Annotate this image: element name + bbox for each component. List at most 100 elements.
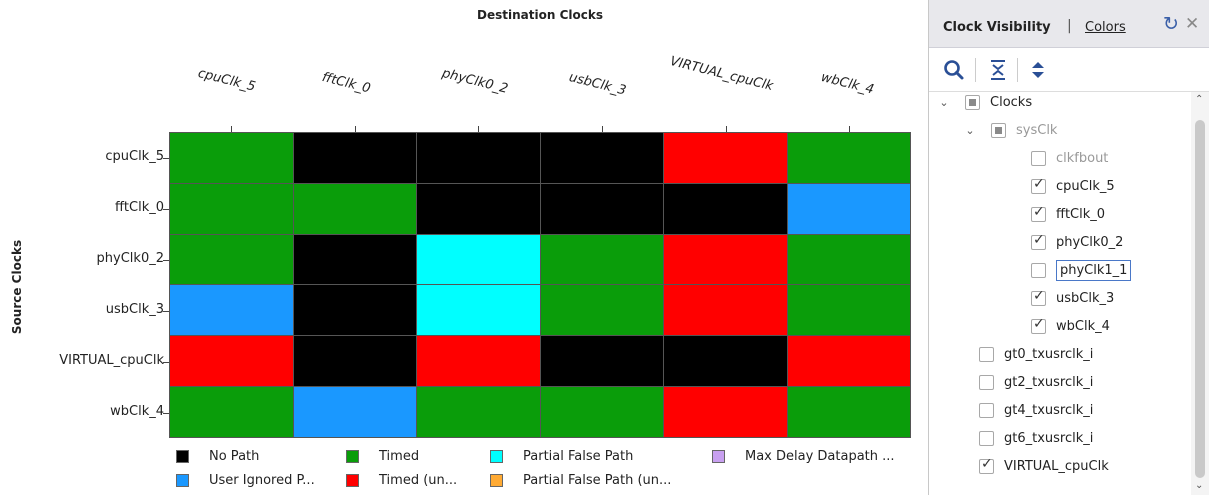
tree-item-label: cpuClk_5	[1056, 178, 1115, 194]
tree-item[interactable]: gt0_txusrclk_i	[963, 342, 1093, 366]
tree-item-label: gt2_txusrclk_i	[1004, 374, 1094, 390]
expand-toggle-icon[interactable]: ⌄	[965, 123, 975, 137]
matrix-cell-timed_unsafe[interactable]	[664, 387, 787, 437]
legend-swatch	[712, 450, 725, 463]
visibility-checkbox[interactable]	[1031, 288, 1046, 306]
legend-item-partial_false: Partial False Path	[490, 449, 633, 464]
matrix-cell-timed[interactable]	[540, 234, 663, 285]
matrix-cell-nopath[interactable]	[540, 336, 663, 387]
matrix-cell-nopath[interactable]	[540, 183, 663, 234]
scroll-up-icon[interactable]: ⌃	[1195, 94, 1204, 105]
tree-item[interactable]: gt4_txusrclk_i	[963, 398, 1093, 422]
tree-item[interactable]: ⌄ Clocks	[937, 92, 1032, 114]
tree-item[interactable]: VIRTUAL_cpuClk	[963, 454, 1109, 478]
legend-label: Max Delay Datapath ...	[745, 449, 895, 464]
matrix-cell-timed_unsafe[interactable]	[170, 336, 293, 387]
visibility-checkbox[interactable]	[965, 94, 980, 110]
visibility-checkbox[interactable]	[991, 122, 1006, 138]
visibility-checkbox[interactable]	[979, 374, 994, 390]
matrix-cell-nopath[interactable]	[540, 133, 663, 183]
tree-item[interactable]: usbClk_3	[985, 286, 1114, 310]
legend-swatch	[176, 474, 189, 487]
matrix-cell-timed[interactable]	[787, 133, 910, 183]
matrix-cell-timed[interactable]	[787, 387, 910, 437]
matrix-cell-timed[interactable]	[170, 234, 293, 285]
matrix-cell-timed_unsafe[interactable]	[664, 285, 787, 336]
matrix-cell-timed[interactable]	[417, 387, 540, 437]
visibility-checkbox[interactable]	[1031, 204, 1046, 222]
matrix-cell-nopath[interactable]	[293, 234, 416, 285]
tab-colors[interactable]: Colors	[1085, 20, 1126, 35]
matrix-cell-user_ignored[interactable]	[293, 387, 416, 437]
matrix-cell-nopath[interactable]	[293, 133, 416, 183]
panel-toolbar	[929, 48, 1209, 92]
search-icon[interactable]	[941, 57, 967, 83]
collapse-all-icon[interactable]	[985, 57, 1011, 83]
visibility-checkbox[interactable]	[979, 346, 994, 362]
matrix-cell-timed[interactable]	[170, 183, 293, 234]
row-label: wbClk_4	[110, 403, 164, 419]
matrix-cell-timed[interactable]	[540, 387, 663, 437]
tree-item[interactable]: cpuClk_5	[985, 174, 1115, 198]
tree-scrollbar[interactable]: ⌃ ⌄	[1191, 92, 1209, 495]
matrix-cell-timed[interactable]	[787, 285, 910, 336]
matrix-cell-timed[interactable]	[293, 183, 416, 234]
visibility-checkbox[interactable]	[1031, 316, 1046, 334]
tree-item[interactable]: fftClk_0	[985, 202, 1105, 226]
matrix-cell-partial_false[interactable]	[417, 234, 540, 285]
matrix-cell-timed[interactable]	[170, 387, 293, 437]
matrix-cell-nopath[interactable]	[664, 183, 787, 234]
tree-item[interactable]: phyClk1_1	[985, 258, 1132, 282]
matrix-cell-timed_unsafe[interactable]	[664, 133, 787, 183]
matrix-grid[interactable]	[169, 132, 911, 438]
row-tick	[163, 310, 169, 312]
visibility-checkbox[interactable]	[1031, 176, 1046, 194]
visibility-checkbox[interactable]	[979, 402, 994, 418]
close-icon[interactable]: ✕	[1185, 14, 1200, 34]
tree-item-label: Clocks	[990, 94, 1033, 110]
legend-item-partial_false_unsafe: Partial False Path (un...	[490, 473, 671, 488]
matrix-cell-timed[interactable]	[170, 133, 293, 183]
matrix-cell-nopath[interactable]	[293, 285, 416, 336]
tab-clock-visibility[interactable]: Clock Visibility	[943, 20, 1051, 35]
tree-item[interactable]: gt2_txusrclk_i	[963, 370, 1093, 394]
legend-item-nopath: No Path	[176, 449, 259, 464]
visibility-checkbox[interactable]	[1031, 150, 1046, 166]
visibility-checkbox[interactable]	[1031, 232, 1046, 250]
tree-item[interactable]: phyClk0_2	[985, 230, 1123, 254]
column-tick	[725, 126, 727, 132]
matrix-cell-nopath[interactable]	[417, 133, 540, 183]
refresh-icon[interactable]: ↻	[1163, 13, 1179, 35]
matrix-cell-nopath[interactable]	[417, 183, 540, 234]
expand-toggle-icon[interactable]: ⌄	[939, 95, 949, 109]
tree-item-label: phyClk0_2	[1056, 234, 1124, 250]
legend-label: Partial False Path	[523, 449, 634, 464]
matrix-cell-user_ignored[interactable]	[170, 285, 293, 336]
matrix-cell-nopath[interactable]	[664, 336, 787, 387]
row-tick	[163, 412, 169, 414]
matrix-cell-timed_unsafe[interactable]	[787, 336, 910, 387]
row-label: cpuClk_5	[105, 148, 164, 164]
matrix-cell-nopath[interactable]	[293, 336, 416, 387]
matrix-cell-timed_unsafe[interactable]	[664, 234, 787, 285]
legend-swatch	[490, 450, 503, 463]
legend-label: Timed	[379, 449, 420, 464]
clock-interaction-matrix: Destination Clocks Source Clocks cpuClk_…	[10, 8, 911, 488]
visibility-checkbox[interactable]	[979, 430, 994, 446]
scroll-down-icon[interactable]: ⌄	[1195, 480, 1204, 491]
tree-item[interactable]: wbClk_4	[985, 314, 1110, 338]
tree-item[interactable]: ⌄ sysClk	[963, 118, 1057, 142]
matrix-cell-timed[interactable]	[540, 285, 663, 336]
legend-item-timed_unsafe: Timed (un...	[346, 473, 457, 488]
scroll-thumb[interactable]	[1195, 120, 1205, 478]
matrix-cell-partial_false[interactable]	[417, 285, 540, 336]
matrix-cell-user_ignored[interactable]	[787, 183, 910, 234]
matrix-cell-timed_unsafe[interactable]	[417, 336, 540, 387]
visibility-checkbox[interactable]	[1031, 262, 1046, 278]
tree-item[interactable]: clkfbout	[985, 146, 1108, 170]
clock-visibility-panel: Clock Visibility | Colors ↻ ✕ ⌄ Clocks ⌄ sy…	[928, 0, 1209, 495]
visibility-checkbox[interactable]	[979, 456, 994, 474]
expand-all-icon[interactable]	[1025, 57, 1051, 83]
tree-item[interactable]: gt6_txusrclk_i	[963, 426, 1093, 450]
matrix-cell-timed[interactable]	[787, 234, 910, 285]
